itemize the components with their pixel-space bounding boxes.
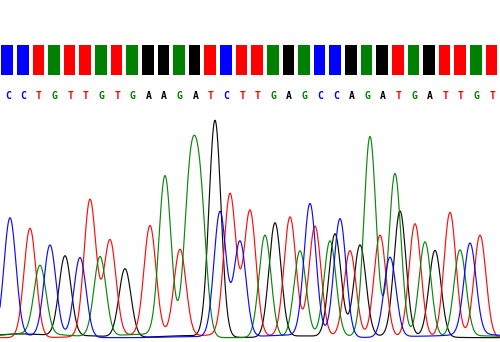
Bar [298,45,310,75]
Text: T: T [240,91,245,101]
Bar [204,45,216,75]
Text: A: A [192,91,198,101]
Bar [32,45,44,75]
Text: G: G [270,91,276,101]
Text: C: C [333,91,339,101]
Text: T: T [255,91,261,101]
Bar [17,45,28,75]
Text: G: G [52,91,58,101]
Bar [439,45,450,75]
Text: G: G [411,91,417,101]
Bar [142,45,154,75]
Text: A: A [161,91,167,101]
Bar [470,45,482,75]
Text: G: G [474,91,480,101]
Bar [423,45,435,75]
Text: G: G [302,91,308,101]
Text: C: C [318,91,323,101]
Text: A: A [286,91,292,101]
Text: G: G [130,91,136,101]
Text: G: G [177,91,182,101]
Bar [314,45,326,75]
Text: A: A [380,91,386,101]
Bar [220,45,232,75]
Bar [454,45,466,75]
Text: A: A [427,91,432,101]
Bar [95,45,106,75]
Bar [330,45,341,75]
Bar [80,45,91,75]
Bar [251,45,263,75]
Bar [408,45,419,75]
Text: T: T [83,91,89,101]
Text: T: T [458,91,464,101]
Bar [64,45,76,75]
Bar [345,45,356,75]
Bar [267,45,278,75]
Text: A: A [146,91,152,101]
Bar [282,45,294,75]
Text: T: T [489,91,495,101]
Text: T: T [396,91,402,101]
Bar [110,45,122,75]
Bar [376,45,388,75]
Text: T: T [36,91,42,101]
Text: G: G [364,91,370,101]
Text: C: C [20,91,26,101]
Bar [1,45,13,75]
Bar [236,45,248,75]
Bar [158,45,169,75]
Text: T: T [114,91,120,101]
Bar [48,45,60,75]
Bar [126,45,138,75]
Bar [392,45,404,75]
Text: T: T [442,91,448,101]
Text: C: C [5,91,11,101]
Text: C: C [224,91,230,101]
Bar [486,45,498,75]
Text: A: A [348,91,354,101]
Bar [189,45,200,75]
Text: G: G [98,91,104,101]
Bar [173,45,185,75]
Text: T: T [68,91,73,101]
Bar [360,45,372,75]
Text: T: T [208,91,214,101]
